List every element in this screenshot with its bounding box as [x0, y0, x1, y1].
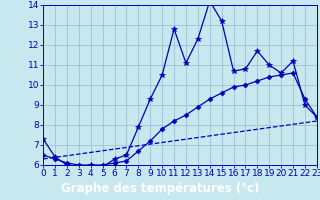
Text: Graphe des températures (°c): Graphe des températures (°c) [61, 182, 259, 195]
